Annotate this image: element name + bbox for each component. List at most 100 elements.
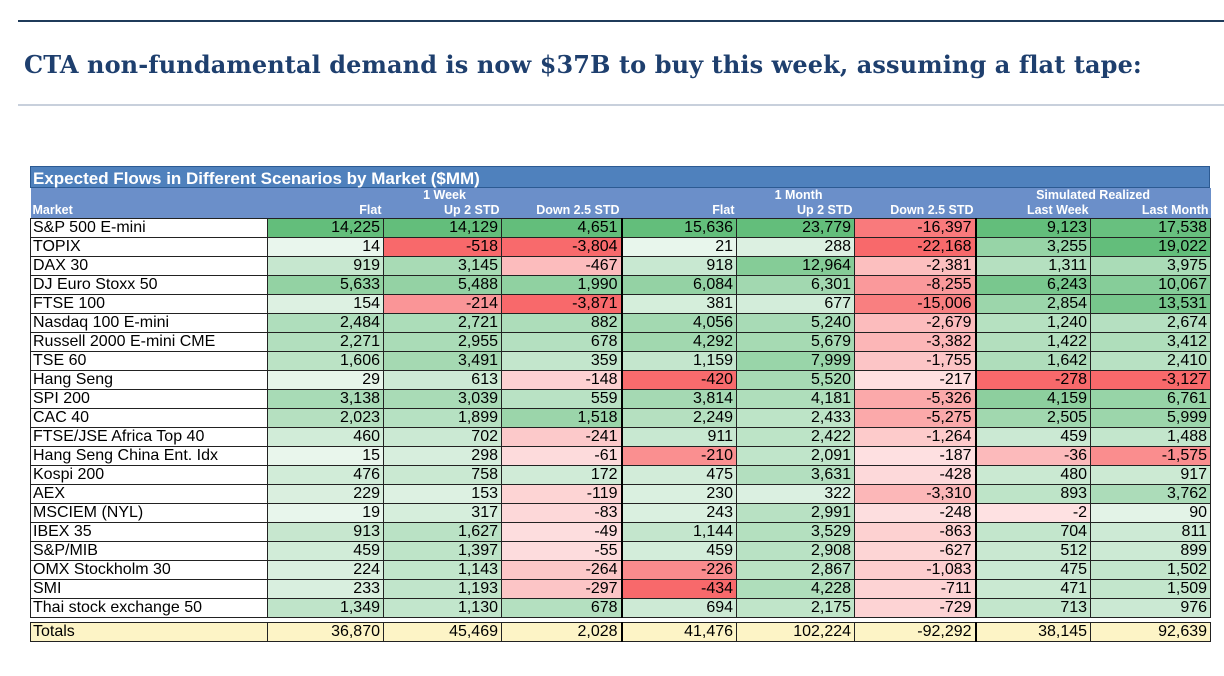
- value-cell: 243: [620, 503, 738, 523]
- value-cell: 298: [383, 446, 502, 466]
- value-cell: -297: [500, 579, 623, 599]
- value-cell: 893: [974, 484, 1092, 504]
- value-cell: 475: [974, 560, 1092, 580]
- value-cell: -3,310: [854, 484, 977, 504]
- value-cell: 1,422: [974, 332, 1092, 352]
- market-name: FTSE 100: [30, 294, 268, 314]
- headline: CTA non-fundamental demand is now $37B t…: [24, 50, 1142, 79]
- market-name: MSCIEM (NYL): [30, 503, 268, 523]
- table-row: Kospi 200 476 758 172 475 3,631 -428 480 917: [30, 465, 1212, 485]
- table-row: OMX Stockholm 30 224 1,143 -264 -226 2,867 -1,…: [30, 560, 1212, 580]
- value-cell: 10,067: [1090, 275, 1212, 295]
- value-cell: -627: [854, 541, 977, 561]
- value-cell: -2,679: [854, 313, 977, 333]
- table-row: TOPIX 14 -518 -3,804 21 288 -22,168 3,255 19,022: [30, 237, 1212, 257]
- value-cell: 3,145: [383, 256, 502, 276]
- value-cell: 3,814: [620, 389, 738, 409]
- market-name: SPI 200: [30, 389, 268, 409]
- value-cell: -1,575: [1090, 446, 1212, 466]
- market-name: FTSE/JSE Africa Top 40: [30, 427, 268, 447]
- value-cell: -187: [854, 446, 977, 466]
- value-cell: 1,488: [1090, 427, 1212, 447]
- value-cell: 678: [500, 598, 623, 618]
- value-cell: 4,159: [974, 389, 1092, 409]
- value-cell: -55: [500, 541, 623, 561]
- value-cell: 2,867: [736, 560, 856, 580]
- value-cell: 15: [267, 446, 384, 466]
- value-cell: 233: [267, 579, 384, 599]
- value-cell: 36,870: [267, 622, 384, 642]
- value-cell: 3,975: [1090, 256, 1212, 276]
- value-cell: -92,292: [854, 622, 977, 642]
- value-cell: 19,022: [1090, 237, 1212, 257]
- value-cell: 1,143: [383, 560, 502, 580]
- value-cell: 15,636: [620, 218, 738, 238]
- value-cell: 476: [267, 465, 384, 485]
- value-cell: -248: [854, 503, 977, 523]
- value-cell: 322: [736, 484, 856, 504]
- value-cell: -214: [383, 294, 502, 314]
- value-cell: 2,433: [736, 408, 856, 428]
- column-header-month-flat: Flat: [621, 203, 737, 219]
- value-cell: -863: [854, 522, 977, 542]
- value-cell: 4,181: [736, 389, 856, 409]
- value-cell: -36: [974, 446, 1092, 466]
- value-cell: 23,779: [736, 218, 856, 238]
- value-cell: -15,006: [854, 294, 977, 314]
- market-name: OMX Stockholm 30: [30, 560, 268, 580]
- column-header-week-up: Up 2 STD: [383, 203, 502, 219]
- column-header-last-week: Last Week: [975, 203, 1091, 219]
- value-cell: -83: [500, 503, 623, 523]
- value-cell: 2,991: [736, 503, 856, 523]
- market-name: TOPIX: [30, 237, 268, 257]
- value-cell: 7,999: [736, 351, 856, 371]
- value-cell: 1,130: [383, 598, 502, 618]
- table-row: AEX 229 153 -119 230 322 -3,310 893 3,762: [30, 484, 1212, 504]
- value-cell: 882: [500, 313, 623, 333]
- value-cell: -5,326: [854, 389, 977, 409]
- group-header-simulated-realized: Simulated Realized: [975, 188, 1211, 203]
- value-cell: 2,249: [620, 408, 738, 428]
- value-cell: 475: [620, 465, 738, 485]
- value-cell: 2,175: [736, 598, 856, 618]
- value-cell: 102,224: [736, 622, 856, 642]
- table-row: S&P/MIB 459 1,397 -55 459 2,908 -627 512 899: [30, 541, 1212, 561]
- value-cell: 3,762: [1090, 484, 1212, 504]
- value-cell: 17,538: [1090, 218, 1212, 238]
- value-cell: -3,871: [500, 294, 623, 314]
- market-name: S&P/MIB: [30, 541, 268, 561]
- table-row: Hang Seng China Ent. Idx 15 298 -61 -210 2,09…: [30, 446, 1212, 466]
- value-cell: -210: [620, 446, 738, 466]
- value-cell: -3,127: [1090, 370, 1212, 390]
- table-row: Thai stock exchange 50 1,349 1,130 678 694 2,…: [30, 598, 1212, 618]
- table-body: S&P 500 E-mini 14,225 14,129 4,651 15,636 23,…: [30, 218, 1212, 642]
- table-row: SMI 233 1,193 -297 -434 4,228 -711 471 1,509: [30, 579, 1212, 599]
- value-cell: 2,674: [1090, 313, 1212, 333]
- value-cell: 229: [267, 484, 384, 504]
- value-cell: 153: [383, 484, 502, 504]
- value-cell: 5,999: [1090, 408, 1212, 428]
- value-cell: 288: [736, 237, 856, 257]
- value-cell: 13,531: [1090, 294, 1212, 314]
- value-cell: 1,642: [974, 351, 1092, 371]
- value-cell: -226: [620, 560, 738, 580]
- market-name: IBEX 35: [30, 522, 268, 542]
- value-cell: 1,311: [974, 256, 1092, 276]
- group-header-1-week: 1 Week: [267, 188, 622, 203]
- table-row: TSE 60 1,606 3,491 359 1,159 7,999 -1,755 1,642…: [30, 351, 1212, 371]
- value-cell: -119: [500, 484, 623, 504]
- value-cell: 1,990: [500, 275, 623, 295]
- market-name: AEX: [30, 484, 268, 504]
- value-cell: 6,084: [620, 275, 738, 295]
- group-header-blank: [30, 188, 268, 203]
- value-cell: -434: [620, 579, 738, 599]
- value-cell: 1,397: [383, 541, 502, 561]
- value-cell: 29: [267, 370, 384, 390]
- value-cell: -8,255: [854, 275, 977, 295]
- value-cell: 3,631: [736, 465, 856, 485]
- value-cell: 19: [267, 503, 384, 523]
- market-name: Russell 2000 E-mini CME: [30, 332, 268, 352]
- value-cell: 90: [1090, 503, 1212, 523]
- value-cell: 14,225: [267, 218, 384, 238]
- value-cell: 1,518: [500, 408, 623, 428]
